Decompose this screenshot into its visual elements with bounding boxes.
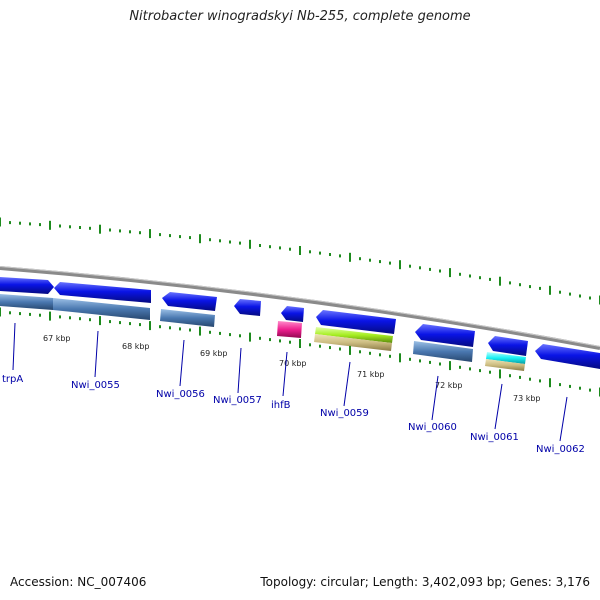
gene-label-nwi-0061[interactable]: Nwi_0061 bbox=[470, 432, 519, 443]
feature-tan-nwi-0059[interactable] bbox=[314, 334, 392, 351]
gene-arrow-trpA[interactable] bbox=[0, 277, 54, 294]
gene-label-nwi-0060[interactable]: Nwi_0060 bbox=[408, 422, 457, 433]
scale-label-68: 68 kbp bbox=[122, 342, 150, 351]
accession-text: Accession: NC_007406 bbox=[10, 575, 147, 589]
scale-label-70: 70 kbp bbox=[279, 359, 307, 368]
leader-line-nwi-0057 bbox=[237, 347, 242, 394]
leader-line-nwi-0059 bbox=[343, 361, 351, 407]
genome-backbone bbox=[0, 266, 600, 350]
leader-line-nwi-0062 bbox=[559, 396, 568, 442]
scale-label-72: 72 kbp bbox=[435, 381, 463, 390]
inner-tick-ring bbox=[0, 307, 600, 397]
gene-arrow-nwi-0056[interactable] bbox=[162, 292, 217, 311]
gene-label-nwi-0055[interactable]: Nwi_0055 bbox=[71, 380, 120, 391]
map-title: Nitrobacter winogradskyi Nb-255, complet… bbox=[129, 9, 471, 24]
gene-label-trpA[interactable]: trpA bbox=[2, 374, 23, 385]
cds-bar-nwi-0055[interactable] bbox=[53, 298, 150, 320]
gene-label-nwi-0059[interactable]: Nwi_0059 bbox=[320, 408, 369, 419]
gene-arrow-nwi-0059[interactable] bbox=[316, 310, 396, 334]
gene-label-ihfB[interactable]: ihfB bbox=[271, 400, 291, 411]
gene-label-nwi-0062[interactable]: Nwi_0062 bbox=[536, 444, 585, 455]
gene-arrow-nwi-0060[interactable] bbox=[415, 324, 475, 347]
leader-line-nwi-0060 bbox=[431, 375, 439, 421]
outer-tick-ring bbox=[0, 217, 600, 305]
leader-line-nwi-0055 bbox=[94, 330, 99, 378]
leader-line-nwi-0056 bbox=[179, 339, 185, 387]
scale-label-67: 67 kbp bbox=[43, 334, 71, 343]
gene-arrow-nwi-0062[interactable] bbox=[535, 344, 600, 369]
gene-arrow-ihfB[interactable] bbox=[281, 306, 304, 322]
gene-arrow-nwi-0055[interactable] bbox=[54, 282, 151, 303]
gene-arrow-nwi-0057[interactable] bbox=[234, 299, 261, 316]
feature-magenta-ihfB[interactable] bbox=[277, 321, 302, 338]
leader-line-nwi-0061 bbox=[494, 383, 503, 430]
feature-lime-nwi-0059[interactable] bbox=[315, 327, 393, 343]
leader-line-trpA bbox=[12, 322, 16, 371]
scale-label-71: 71 kbp bbox=[357, 370, 385, 379]
scale-label-69: 69 kbp bbox=[200, 349, 228, 358]
cds-bar-trpA[interactable] bbox=[0, 294, 53, 310]
leader-line-ihfB bbox=[282, 351, 288, 397]
gene-arrow-nwi-0061[interactable] bbox=[488, 336, 528, 356]
genome-summary-text: Topology: circular; Length: 3,402,093 bp… bbox=[260, 575, 590, 589]
cds-bar-nwi-0060[interactable] bbox=[413, 341, 473, 362]
feature-cyan-nwi-0061[interactable] bbox=[486, 352, 526, 364]
gene-label-nwi-0057[interactable]: Nwi_0057 bbox=[213, 395, 262, 406]
gene-label-nwi-0056[interactable]: Nwi_0056 bbox=[156, 389, 205, 400]
scale-label-73: 73 kbp bbox=[513, 394, 541, 403]
cds-bar-nwi-0056[interactable] bbox=[160, 309, 215, 327]
feature-tan-nwi-0061[interactable] bbox=[485, 359, 525, 371]
